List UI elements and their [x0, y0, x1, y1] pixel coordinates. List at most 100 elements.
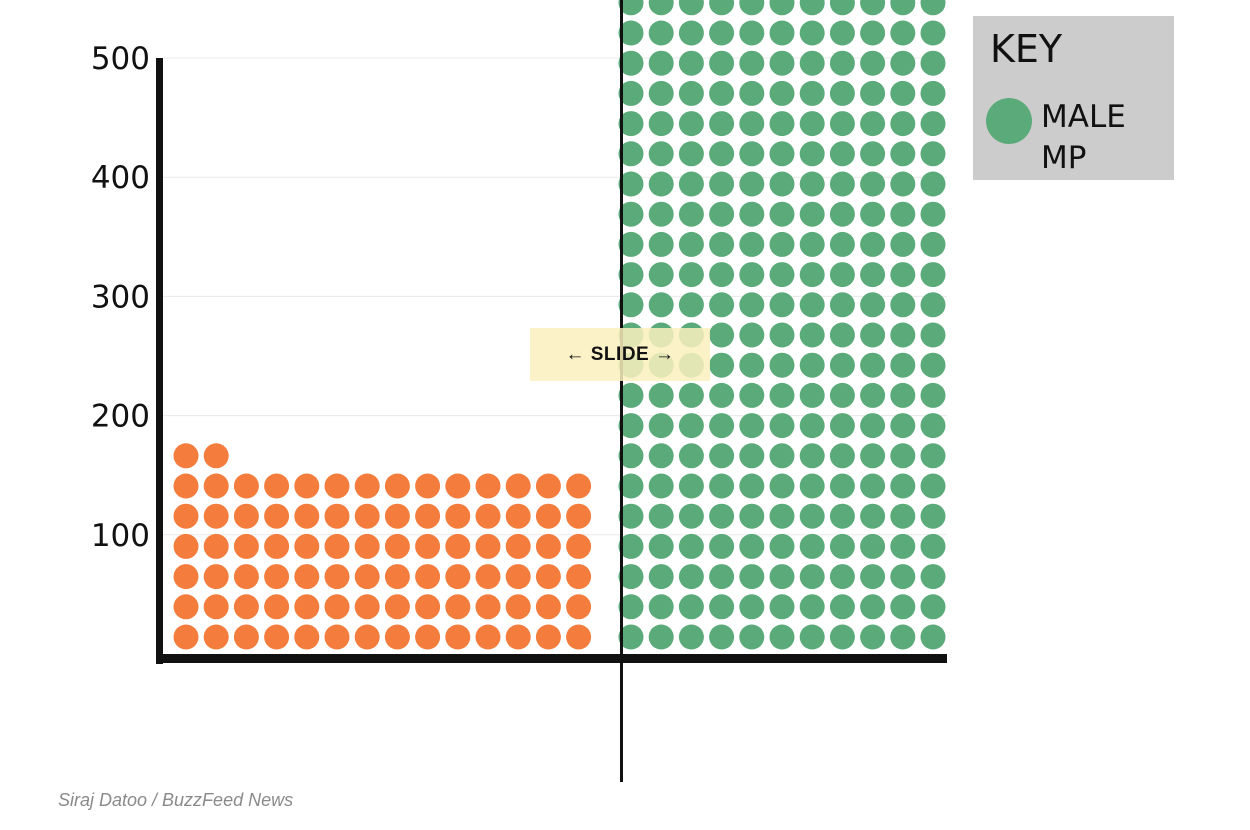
- green-dot-4: [739, 624, 765, 650]
- slider-divider-line[interactable]: [620, 0, 623, 782]
- green-dot-104: [769, 352, 795, 378]
- green-dot-149: [799, 231, 825, 257]
- orange-dot-79: [445, 473, 471, 499]
- green-dot-238: [829, 0, 855, 16]
- green-dot-178: [678, 141, 704, 167]
- green-dot-161: [829, 201, 855, 227]
- green-dot-218: [890, 50, 916, 76]
- green-dot-34: [648, 533, 674, 559]
- orange-dot-53: [505, 533, 531, 559]
- green-dot-155: [648, 201, 674, 227]
- green-dot-92: [739, 382, 765, 408]
- green-dot-133: [648, 262, 674, 288]
- orange-dot-45: [264, 533, 290, 559]
- orange-dot-25: [505, 594, 531, 620]
- orange-dot-74: [294, 473, 320, 499]
- green-dot-20: [890, 594, 916, 620]
- green-dot-33: [618, 533, 644, 559]
- orange-dot-35: [384, 564, 410, 590]
- green-dot-27: [769, 564, 795, 590]
- orange-dot-14: [173, 594, 199, 620]
- green-dot-156: [678, 201, 704, 227]
- green-dot-236: [769, 0, 795, 16]
- green-dot-210: [648, 50, 674, 76]
- green-dot-83: [799, 413, 825, 439]
- green-dot-73: [829, 443, 855, 469]
- green-dot-9: [890, 624, 916, 650]
- green-dot-38: [769, 533, 795, 559]
- green-dot-169: [739, 171, 765, 197]
- green-dot-147: [739, 231, 765, 257]
- green-dot-78: [648, 413, 674, 439]
- green-dot-226: [799, 20, 825, 46]
- orange-dot-2: [233, 624, 259, 650]
- green-dot-55: [618, 473, 644, 499]
- orange-dot-34: [354, 564, 380, 590]
- orange-dot-82: [535, 473, 561, 499]
- green-dot-64: [890, 473, 916, 499]
- green-dot-121: [618, 292, 644, 318]
- orange-dot-59: [264, 503, 290, 529]
- green-dot-204: [799, 80, 825, 106]
- orange-dot-7: [384, 624, 410, 650]
- green-dot-56: [648, 473, 674, 499]
- green-dot-69: [709, 443, 735, 469]
- green-dot-37: [739, 533, 765, 559]
- legend-box: [973, 16, 1174, 180]
- orange-dot-62: [354, 503, 380, 529]
- green-dot-40: [829, 533, 855, 559]
- orange-dot-26: [535, 594, 561, 620]
- green-dot-29: [829, 564, 855, 590]
- green-dot-53: [890, 503, 916, 529]
- green-dot-216: [829, 50, 855, 76]
- green-dot-41: [860, 533, 886, 559]
- green-dot-106: [829, 352, 855, 378]
- orange-dot-series: [173, 443, 592, 650]
- green-dot-201: [709, 80, 735, 106]
- green-dot-145: [678, 231, 704, 257]
- slide-label: ← SLIDE →: [565, 343, 675, 365]
- orange-dot-44: [233, 533, 259, 559]
- orange-dot-54: [535, 533, 561, 559]
- gridlines: [163, 57, 947, 536]
- green-dot-58: [709, 473, 735, 499]
- green-dot-134: [678, 262, 704, 288]
- green-dot-165: [618, 171, 644, 197]
- green-dot-11: [618, 594, 644, 620]
- green-dot-48: [739, 503, 765, 529]
- green-dot-10: [920, 624, 946, 650]
- green-dot-167: [678, 171, 704, 197]
- green-dot-96: [860, 382, 886, 408]
- green-dot-94: [799, 382, 825, 408]
- green-dot-13: [678, 594, 704, 620]
- green-dot-17: [799, 594, 825, 620]
- orange-dot-4: [294, 624, 320, 650]
- green-dot-35: [678, 533, 704, 559]
- green-dot-195: [860, 111, 886, 137]
- green-dot-194: [829, 111, 855, 137]
- green-dot-229: [890, 20, 916, 46]
- green-dot-3: [709, 624, 735, 650]
- green-dot-160: [799, 201, 825, 227]
- legend-label-line2: MP: [1041, 140, 1086, 176]
- green-dot-151: [860, 231, 886, 257]
- green-dot-128: [829, 292, 855, 318]
- orange-dot-61: [324, 503, 350, 529]
- green-dot-172: [829, 171, 855, 197]
- orange-dot-40: [535, 564, 561, 590]
- green-dot-105: [799, 352, 825, 378]
- orange-dot-80: [475, 473, 501, 499]
- green-dot-46: [678, 503, 704, 529]
- green-dot-74: [860, 443, 886, 469]
- green-dot-18: [829, 594, 855, 620]
- green-dot-117: [829, 322, 855, 348]
- orange-dot-67: [505, 503, 531, 529]
- orange-dot-48: [354, 533, 380, 559]
- green-dot-223: [709, 20, 735, 46]
- green-dot-143: [618, 231, 644, 257]
- green-dot-54: [920, 503, 946, 529]
- slide-handle[interactable]: ← SLIDE →: [530, 328, 710, 381]
- green-dot-28: [799, 564, 825, 590]
- green-dot-231: [618, 0, 644, 16]
- green-dot-205: [829, 80, 855, 106]
